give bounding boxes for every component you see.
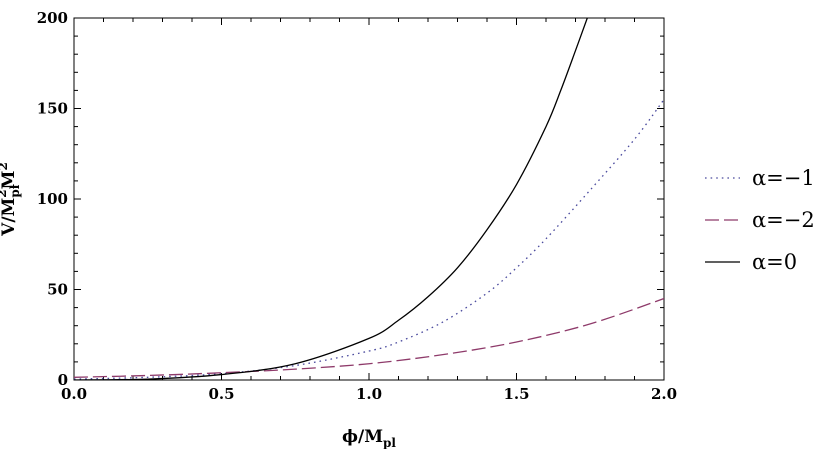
y-tick-label: 200 (37, 9, 68, 27)
x-tick-label: 0.0 (61, 385, 87, 403)
legend-label: α=−1 (752, 166, 815, 190)
tick-labels: 0.0 0.5 1.0 1.5 2.0 0 50 100 150 200 (37, 9, 677, 403)
x-axis-label: ϕ/Mpl (342, 427, 396, 449)
y-axis-label: V/Mpl2M2 (0, 162, 22, 237)
plot-frame (73, 17, 665, 381)
legend-label: α=−2 (752, 208, 815, 232)
series-layer (74, 18, 664, 380)
legend: α=−1 α=−2 α=0 (705, 166, 815, 274)
legend-label: α=0 (752, 250, 797, 274)
y-tick-label: 100 (37, 190, 68, 208)
x-tick-label: 1.0 (356, 385, 382, 403)
series-alpha-0-line (74, 99, 664, 380)
y-tick-label: 50 (47, 281, 68, 299)
series-alpha-1-line (74, 297, 664, 378)
y-tick-label: 0 (58, 371, 68, 389)
series-alpha-2-line (74, 18, 588, 380)
x-tick-label: 0.5 (208, 385, 234, 403)
x-tick-label: 2.0 (651, 385, 677, 403)
y-tick-label: 150 (37, 100, 68, 118)
x-tick-label: 1.5 (503, 385, 529, 403)
ticks (73, 17, 665, 381)
